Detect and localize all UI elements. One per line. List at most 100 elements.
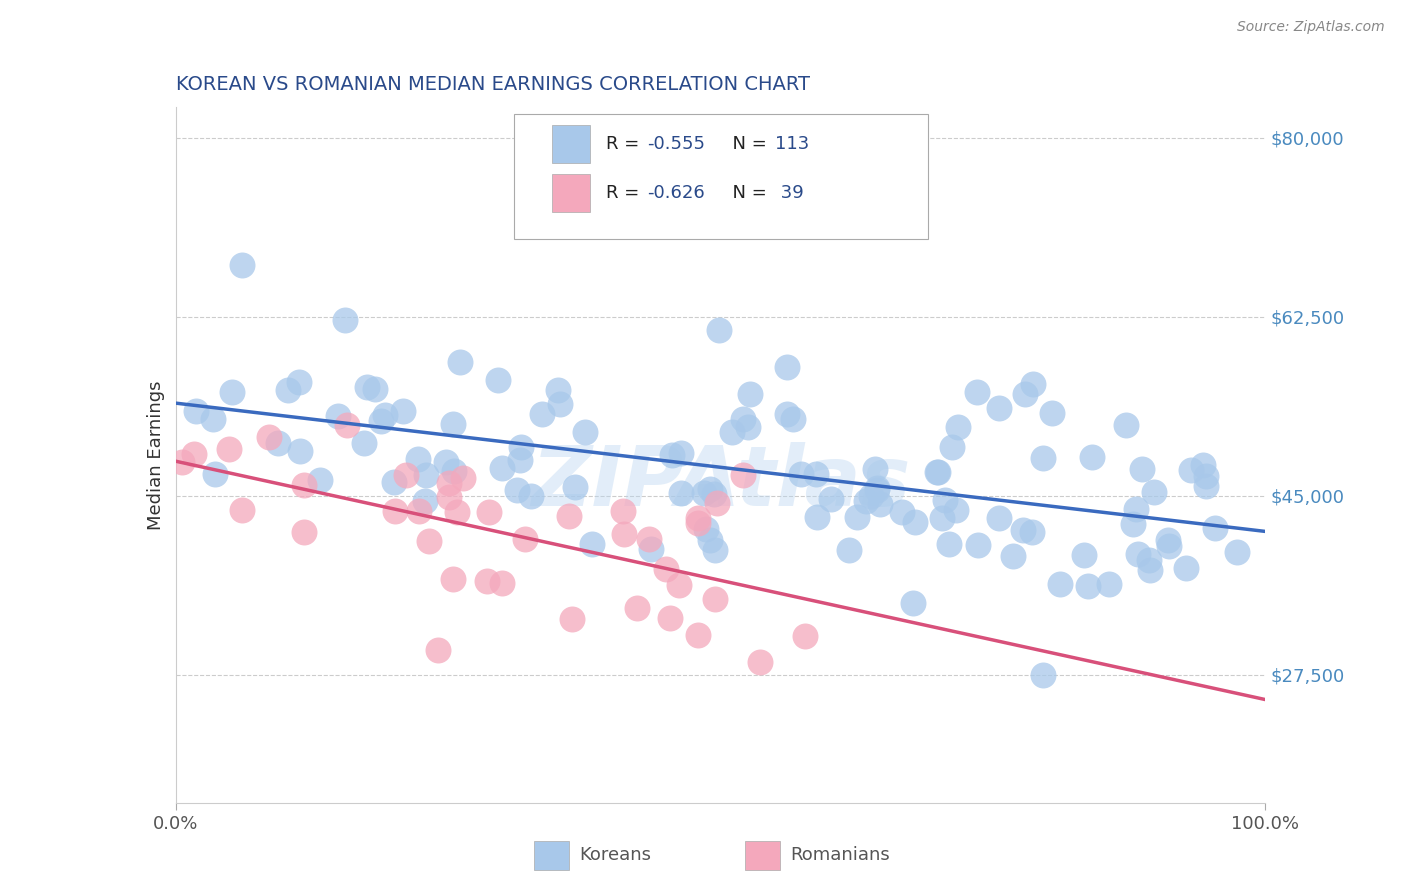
Point (612, 504, 634, 518)
Point (1021, 524, 1043, 539)
Point (806, 510, 828, 524)
Point (740, 387, 762, 401)
Point (231, 503, 253, 517)
Point (704, 542, 727, 557)
Point (938, 537, 960, 551)
Point (1204, 521, 1226, 535)
Point (439, 490, 461, 504)
Text: 113: 113 (775, 135, 810, 153)
Point (1191, 458, 1213, 473)
Point (201, 411, 224, 425)
Point (866, 483, 889, 498)
Point (654, 562, 676, 576)
Point (437, 475, 460, 490)
Point (941, 440, 963, 454)
Point (491, 576, 513, 591)
Text: KOREAN VS ROMANIAN MEDIAN EARNINGS CORRELATION CHART: KOREAN VS ROMANIAN MEDIAN EARNINGS CORRE… (176, 75, 810, 95)
Point (855, 494, 877, 508)
Point (931, 511, 953, 525)
Point (1097, 577, 1119, 591)
Point (695, 522, 717, 536)
Text: R =: R = (606, 135, 645, 153)
Point (661, 448, 683, 462)
Point (506, 483, 529, 497)
Point (221, 384, 243, 399)
Point (353, 435, 375, 450)
Point (706, 496, 728, 510)
Point (782, 411, 804, 425)
Point (395, 468, 418, 483)
Point (513, 532, 536, 546)
Point (370, 414, 392, 428)
Point (1122, 516, 1144, 531)
Text: ZIPAtlas: ZIPAtlas (531, 442, 910, 524)
Point (988, 511, 1011, 525)
Bar (551, 174, 591, 212)
Point (934, 493, 956, 508)
Point (557, 509, 579, 524)
Point (574, 425, 596, 439)
Point (1115, 417, 1137, 432)
Point (737, 420, 759, 434)
Point (184, 404, 207, 418)
Point (308, 474, 330, 488)
Point (1032, 451, 1054, 466)
Point (1021, 376, 1043, 391)
Text: 39: 39 (775, 184, 804, 202)
Point (475, 574, 498, 588)
Point (478, 505, 501, 519)
Point (382, 475, 405, 489)
Text: N =: N = (721, 184, 772, 202)
Point (510, 440, 533, 454)
Point (903, 596, 925, 610)
Point (699, 482, 721, 496)
Point (638, 532, 661, 546)
Point (688, 516, 710, 530)
Point (1011, 523, 1033, 537)
Point (288, 375, 311, 389)
Point (218, 442, 240, 456)
Point (704, 591, 727, 606)
Point (927, 465, 949, 479)
Point (1126, 548, 1149, 562)
Point (776, 360, 799, 375)
Point (509, 453, 531, 467)
Point (288, 444, 311, 458)
Point (945, 503, 967, 517)
Text: -0.626: -0.626 (648, 184, 706, 202)
Point (613, 526, 636, 541)
Point (688, 628, 710, 642)
Point (441, 572, 464, 586)
Point (408, 503, 430, 517)
Point (904, 515, 927, 529)
Point (434, 455, 457, 469)
Bar (551, 125, 591, 163)
Point (1137, 552, 1160, 566)
Point (326, 409, 349, 424)
Point (530, 407, 553, 421)
Point (966, 384, 988, 399)
Point (443, 417, 465, 431)
Point (415, 467, 437, 482)
Point (869, 497, 891, 511)
Point (392, 404, 415, 418)
Point (449, 355, 471, 369)
Point (925, 465, 948, 479)
Point (988, 401, 1011, 415)
Point (693, 486, 716, 500)
Point (794, 629, 817, 643)
Point (671, 446, 693, 460)
Point (547, 383, 569, 397)
Point (561, 612, 583, 626)
Point (1049, 577, 1071, 591)
Point (204, 467, 226, 481)
Point (721, 425, 744, 439)
Point (946, 420, 969, 434)
Point (335, 313, 357, 327)
Point (640, 541, 662, 556)
Y-axis label: Median Earnings: Median Earnings (146, 380, 165, 530)
Text: -0.555: -0.555 (648, 135, 706, 153)
Point (859, 489, 882, 503)
Point (364, 382, 387, 396)
Point (406, 451, 429, 466)
